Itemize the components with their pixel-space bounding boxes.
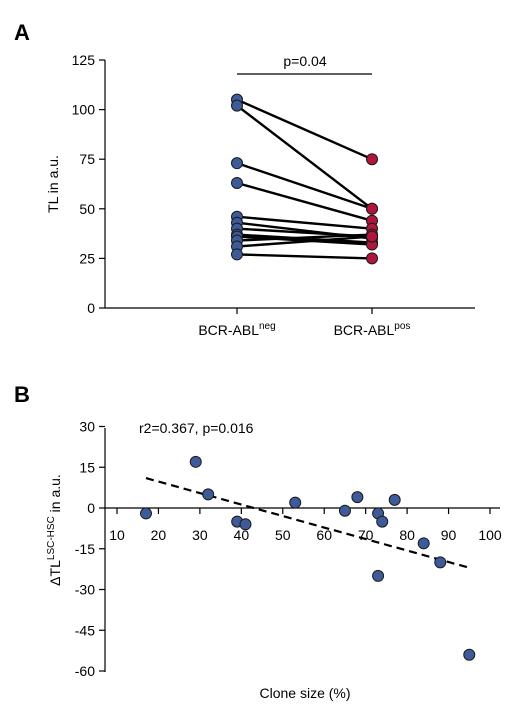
scatter-point (289, 496, 302, 509)
panel-a-letter: A (14, 20, 30, 45)
scatter-point (463, 648, 476, 661)
trend-line (145, 477, 470, 569)
scatter-point (338, 504, 351, 517)
y-tick-label-b: -15 (75, 541, 95, 557)
x-tick-label-b: 60 (316, 527, 332, 543)
pos-dot (366, 252, 378, 265)
neg-dot (231, 99, 243, 112)
x-tick-label-b: 80 (399, 527, 415, 543)
x-tick-label-b: 20 (151, 527, 167, 543)
panel-b: B 30 15 0 -15 -30 -45 -60 10 20 30 40 50 60 70 80 90 100… (14, 382, 502, 701)
panel-a-pair-lines (236, 98, 373, 260)
panel-a-axes: 0 25 50 75 100 125 (72, 52, 475, 316)
y-tick-label-b: -60 (75, 663, 95, 679)
panel-b-dots (140, 455, 476, 661)
scatter-point (372, 569, 385, 582)
panel-b-axes: 30 15 0 -15 -30 -45 -60 10 20 30 40 50 60 70 80 90 100 (75, 419, 502, 680)
panel-b-letter: B (14, 382, 30, 407)
y-tick-label-b: -45 (75, 622, 95, 638)
x-tick-label-b: 70 (358, 527, 374, 543)
x-tick-label-b: 10 (109, 527, 125, 543)
y-axis-label-b: ΔTLLSC-HSC in a.u. (46, 474, 63, 586)
y-tick-label-b: 0 (87, 500, 95, 516)
pair-line (236, 233, 373, 242)
y-tick-label-b: -30 (75, 582, 95, 598)
neg-dot (231, 248, 243, 261)
y-axis-label-a: TL in a.u. (45, 155, 61, 213)
x-tick-label-b: 90 (441, 527, 457, 543)
panel-a-dots (231, 93, 378, 265)
y-tick-label-b: 30 (79, 419, 95, 435)
x-axis-label-b: Clone size (%) (259, 685, 350, 701)
neg-dot (231, 177, 243, 190)
pair-line (236, 104, 373, 210)
pair-line (236, 215, 373, 230)
scatter-point (189, 455, 202, 468)
correlation-label: r2=0.367, p=0.016 (139, 420, 254, 436)
x-tick-label-b: 30 (192, 527, 208, 543)
scatter-point (434, 556, 447, 569)
category-label-neg: BCR-ABLneg (198, 321, 275, 338)
scatter-point (239, 518, 252, 531)
scatter-point (417, 537, 430, 550)
pair-line (236, 162, 373, 210)
pair-line (236, 98, 373, 161)
pos-dot (366, 153, 378, 166)
y-tick-label-b: 15 (79, 459, 95, 475)
y-tick-label-a: 100 (72, 102, 96, 118)
pair-line (236, 181, 373, 222)
category-label-pos: BCR-ABLpos (334, 321, 411, 338)
y-tick-label-a: 75 (79, 151, 95, 167)
y-tick-label-a: 0 (87, 300, 95, 316)
pair-line (236, 235, 373, 248)
y-tick-label-a: 50 (79, 201, 95, 217)
panel-a: A 0 25 50 75 100 125 p=0.04 TL in a.u. BCR-AB… (14, 20, 475, 338)
x-tick-label-b: 100 (478, 527, 502, 543)
pos-dot (366, 202, 378, 215)
y-tick-label-a: 25 (79, 250, 95, 266)
scatter-point (140, 507, 153, 520)
scatter-point (388, 493, 401, 506)
scatter-point (351, 491, 364, 504)
x-tick-label-b: 40 (234, 527, 250, 543)
x-tick-label-b: 50 (275, 527, 291, 543)
p-value-label: p=0.04 (283, 53, 326, 69)
scatter-point (202, 488, 215, 501)
neg-dot (231, 157, 243, 170)
scatter-point (376, 515, 389, 528)
y-tick-label-a: 125 (72, 52, 96, 68)
pair-line (236, 253, 373, 260)
pos-dot (366, 230, 378, 243)
